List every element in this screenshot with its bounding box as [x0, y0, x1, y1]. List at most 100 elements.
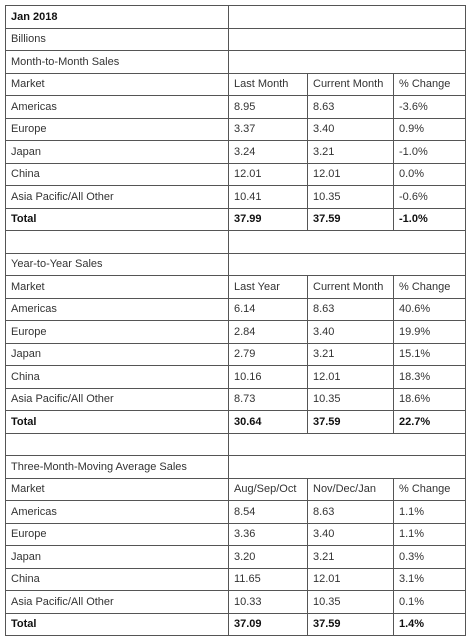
cell: 37.59: [307, 207, 394, 231]
cell: Total: [5, 612, 229, 636]
cell: 3.21: [307, 140, 394, 164]
cell: 3.21: [307, 342, 394, 366]
header-row: Market Last Month Current Month% Change: [5, 72, 466, 96]
cell: 8.63: [307, 500, 394, 524]
empty-cell: [228, 252, 466, 276]
cell: 0.0%: [393, 162, 466, 186]
section-title: Year-to-Year Sales: [5, 252, 229, 276]
cell: 2.79: [228, 342, 308, 366]
cell: Japan: [5, 545, 229, 569]
data-row: Asia Pacific/All Other 10.41 10.35 -0.6%: [5, 185, 466, 209]
cell: -3.6%: [393, 95, 466, 119]
data-row: Europe 2.84 3.40 19.9%: [5, 320, 466, 344]
blank-row: [5, 230, 466, 254]
cell: Total: [5, 410, 229, 434]
cell: 3.24: [228, 140, 308, 164]
section-title: Three-Month-Moving Average Sales: [5, 455, 229, 479]
title-row: Billions: [5, 27, 466, 51]
cell: 18.3%: [393, 365, 466, 389]
cell: 8.73: [228, 387, 308, 411]
cell: 0.3%: [393, 545, 466, 569]
empty-cell: [228, 50, 466, 74]
total-row: Total 37.99 37.59 -1.0%: [5, 207, 466, 231]
cell: 30.64: [228, 410, 308, 434]
data-row: Japan 3.20 3.21 0.3%: [5, 545, 466, 569]
sales-table: Jan 2018 Billions Month-to-Month Sales Mark…: [5, 5, 466, 636]
cell: % Change: [393, 477, 466, 501]
cell: 6.14: [228, 297, 308, 321]
empty-cell: [228, 455, 466, 479]
cell: 0.9%: [393, 117, 466, 141]
data-row: Europe 3.36 3.40 1.1%: [5, 522, 466, 546]
cell: Asia Pacific/All Other: [5, 590, 229, 614]
cell: 19.9%: [393, 320, 466, 344]
cell: Nov/Dec/Jan: [307, 477, 394, 501]
header-row: Market Last Year Current Month% Change: [5, 275, 466, 299]
cell: 3.40: [307, 522, 394, 546]
data-row: China 12.01 12.01 0.0%: [5, 162, 466, 186]
cell: -1.0%: [393, 207, 466, 231]
cell: China: [5, 567, 229, 591]
data-row: Europe 3.37 3.40 0.9%: [5, 117, 466, 141]
empty-cell: [228, 230, 466, 254]
cell: Current Month: [307, 72, 394, 96]
title-row: Year-to-Year Sales: [5, 252, 466, 276]
cell: 10.41: [228, 185, 308, 209]
cell: Last Month: [228, 72, 308, 96]
cell: Americas: [5, 500, 229, 524]
cell: Market: [5, 72, 229, 96]
cell: Current Month: [307, 275, 394, 299]
cell: 37.99: [228, 207, 308, 231]
empty-cell: [228, 432, 466, 456]
title-row: Jan 2018: [5, 5, 466, 29]
cell: 12.01: [307, 365, 394, 389]
cell: Aug/Sep/Oct: [228, 477, 308, 501]
cell: 3.40: [307, 320, 394, 344]
cell: Europe: [5, 522, 229, 546]
data-row: Japan 2.79 3.21 15.1%: [5, 342, 466, 366]
total-row: Total 37.09 37.59 1.4%: [5, 612, 466, 636]
data-row: China 10.16 12.01 18.3%: [5, 365, 466, 389]
cell: 8.63: [307, 95, 394, 119]
empty-cell: [5, 432, 229, 456]
total-row: Total 30.64 37.59 22.7%: [5, 410, 466, 434]
data-row: Japan 3.24 3.21 -1.0%: [5, 140, 466, 164]
cell: % Change: [393, 72, 466, 96]
cell: 0.1%: [393, 590, 466, 614]
data-row: Americas 6.14 8.63 40.6%: [5, 297, 466, 321]
cell: 3.40: [307, 117, 394, 141]
cell: 8.54: [228, 500, 308, 524]
cell: China: [5, 162, 229, 186]
cell: -0.6%: [393, 185, 466, 209]
cell: 8.63: [307, 297, 394, 321]
data-row: Americas 8.95 8.63 -3.6%: [5, 95, 466, 119]
data-row: Asia Pacific/All Other 10.33 10.35 0.1%: [5, 590, 466, 614]
data-row: Asia Pacific/All Other 8.73 10.35 18.6%: [5, 387, 466, 411]
cell: 3.36: [228, 522, 308, 546]
cell: 8.95: [228, 95, 308, 119]
cell: Europe: [5, 320, 229, 344]
cell: 12.01: [307, 567, 394, 591]
cell: 22.7%: [393, 410, 466, 434]
section-title: Month-to-Month Sales: [5, 50, 229, 74]
page-title: Jan 2018: [5, 5, 229, 29]
cell: 3.37: [228, 117, 308, 141]
cell: 15.1%: [393, 342, 466, 366]
cell: 18.6%: [393, 387, 466, 411]
cell: 3.20: [228, 545, 308, 569]
cell: 12.01: [307, 162, 394, 186]
unit-label: Billions: [5, 27, 229, 51]
cell: 1.1%: [393, 500, 466, 524]
empty-cell: [228, 5, 466, 29]
cell: 12.01: [228, 162, 308, 186]
blank-row: [5, 432, 466, 456]
cell: 10.16: [228, 365, 308, 389]
cell: China: [5, 365, 229, 389]
cell: 11.65: [228, 567, 308, 591]
cell: Market: [5, 477, 229, 501]
cell: Americas: [5, 297, 229, 321]
cell: 10.35: [307, 590, 394, 614]
cell: 3.21: [307, 545, 394, 569]
cell: 1.1%: [393, 522, 466, 546]
